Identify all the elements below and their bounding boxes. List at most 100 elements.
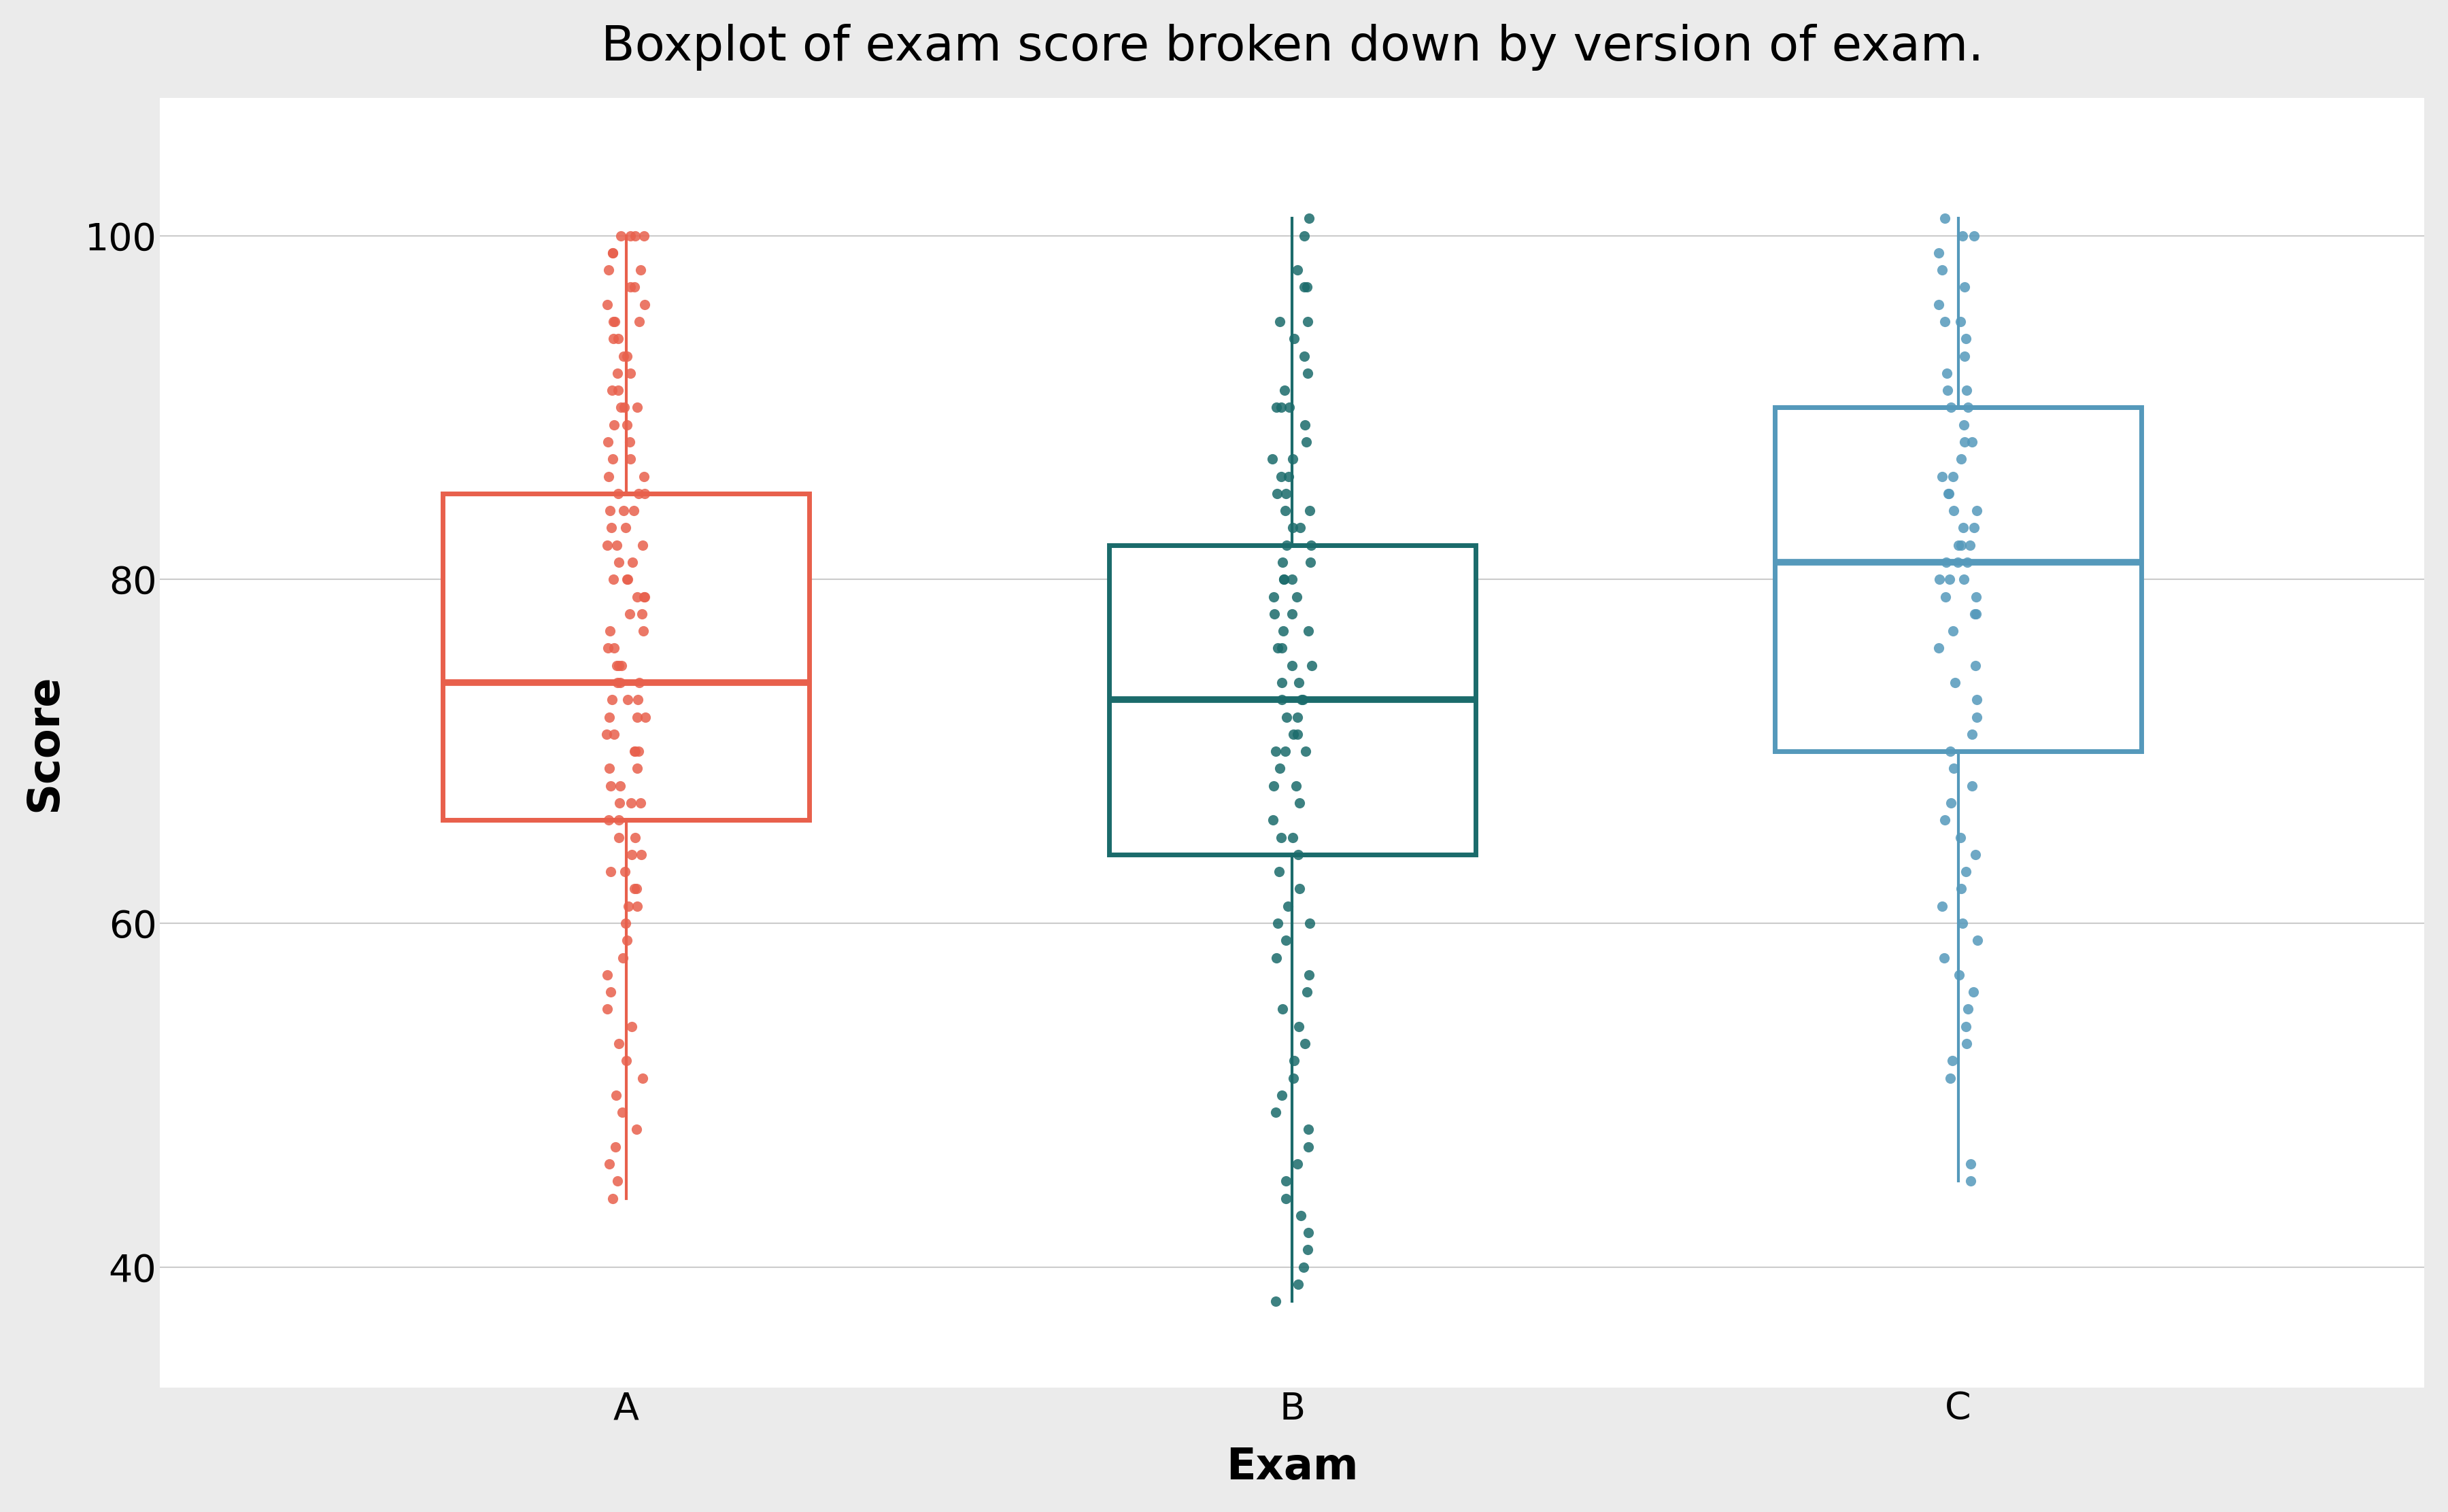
Point xyxy=(1278,1015,1317,1039)
Point xyxy=(1256,396,1295,420)
Point xyxy=(612,842,651,866)
Point xyxy=(1949,550,1988,575)
Point xyxy=(622,602,661,626)
Point xyxy=(1290,206,1329,230)
Point xyxy=(610,567,649,591)
Point xyxy=(624,464,663,488)
Point xyxy=(1954,723,1993,747)
Point xyxy=(592,240,632,265)
Point xyxy=(619,670,659,694)
Point xyxy=(1924,310,1963,334)
Point xyxy=(1280,877,1319,901)
Point xyxy=(1954,774,1993,798)
Point xyxy=(602,224,641,248)
Point xyxy=(592,378,632,402)
Point xyxy=(1290,550,1329,575)
Point xyxy=(1934,1049,1973,1074)
Point xyxy=(1936,670,1976,694)
Point xyxy=(1268,705,1307,729)
Point xyxy=(624,585,663,609)
Point xyxy=(1927,361,1966,386)
Point xyxy=(1944,343,1983,367)
Point xyxy=(607,343,646,367)
Point xyxy=(1273,653,1312,677)
Point xyxy=(590,259,629,283)
Point xyxy=(607,912,646,936)
Point xyxy=(597,361,636,386)
Point xyxy=(1956,602,1995,626)
Point xyxy=(622,842,661,866)
Point xyxy=(1268,894,1307,918)
Point xyxy=(1273,723,1312,747)
Point xyxy=(1290,499,1329,523)
Point xyxy=(1285,224,1324,248)
Point xyxy=(588,637,627,661)
Point xyxy=(602,396,641,420)
Point xyxy=(1283,688,1322,712)
Point xyxy=(595,1134,634,1158)
Point xyxy=(1946,275,1985,299)
Point xyxy=(624,618,663,643)
Point xyxy=(1266,928,1305,953)
Point xyxy=(1261,396,1300,420)
Point xyxy=(622,532,661,556)
Point xyxy=(1280,516,1319,540)
Point xyxy=(590,1152,629,1176)
Point xyxy=(1273,327,1312,351)
Point xyxy=(1263,670,1302,694)
Point xyxy=(1922,259,1961,283)
Title: Boxplot of exam score broken down by version of exam.: Boxplot of exam score broken down by ver… xyxy=(600,24,1983,71)
Point xyxy=(1944,224,1983,248)
Point xyxy=(588,963,627,987)
Point xyxy=(605,859,644,883)
Point xyxy=(617,894,656,918)
Point xyxy=(602,653,641,677)
Point xyxy=(622,1066,661,1090)
Point xyxy=(1268,464,1307,488)
Point xyxy=(1934,756,1973,780)
Point xyxy=(614,877,654,901)
Point xyxy=(1927,585,1966,609)
Point xyxy=(1261,464,1300,488)
Point xyxy=(607,688,646,712)
Point xyxy=(1956,842,1995,866)
X-axis label: Exam: Exam xyxy=(1226,1447,1359,1488)
Point xyxy=(1934,464,1973,488)
Point xyxy=(1958,499,1998,523)
Point xyxy=(597,532,636,556)
Point xyxy=(622,791,661,815)
Point xyxy=(619,481,659,505)
Point xyxy=(1922,894,1961,918)
Point xyxy=(590,756,629,780)
Point xyxy=(612,550,651,575)
Point xyxy=(602,1101,641,1125)
Point xyxy=(1273,602,1312,626)
Point xyxy=(1261,310,1300,334)
Point xyxy=(1956,653,1995,677)
Point xyxy=(1939,532,1978,556)
Point xyxy=(619,739,659,764)
Point xyxy=(1258,945,1297,969)
Point xyxy=(1288,1117,1327,1142)
Point xyxy=(1958,688,1998,712)
Point xyxy=(1273,448,1312,472)
Point xyxy=(1256,739,1295,764)
Point xyxy=(1931,1066,1971,1090)
Point xyxy=(1290,963,1329,987)
Point xyxy=(605,343,644,367)
Point xyxy=(627,705,666,729)
Point xyxy=(605,396,644,420)
Point xyxy=(1258,912,1297,936)
Point xyxy=(605,945,644,969)
Point xyxy=(607,516,646,540)
Point xyxy=(1283,1255,1322,1279)
Point xyxy=(624,292,663,316)
Point xyxy=(588,292,627,316)
Point xyxy=(1278,705,1317,729)
Point xyxy=(607,413,646,437)
Point xyxy=(605,499,644,523)
Point xyxy=(1954,429,1993,454)
Bar xyxy=(1775,408,2142,751)
Point xyxy=(1922,464,1961,488)
Point xyxy=(1261,859,1300,883)
